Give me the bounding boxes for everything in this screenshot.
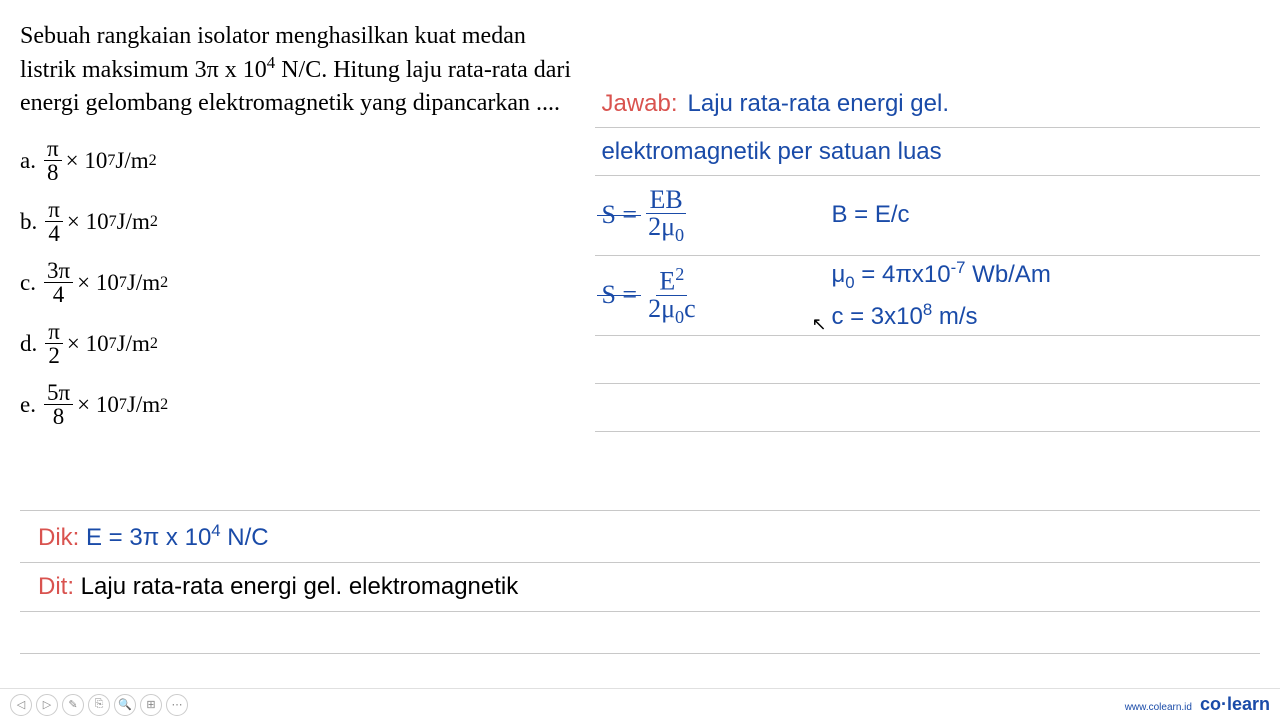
edit-icon[interactable]: ✎ xyxy=(62,694,84,716)
footer-url: www.colearn.id xyxy=(1125,702,1192,713)
answer-area: Jawab: Laju rata-rata energi gel. elektr… xyxy=(595,80,1260,432)
given-section: Dik: E = 3π x 104 N/C Dit: Laju rata-rat… xyxy=(20,510,1260,654)
dik-line: Dik: E = 3π x 104 N/C xyxy=(20,510,1260,563)
cursor-icon: ↖ xyxy=(811,314,826,335)
blank-bottom xyxy=(20,612,1260,654)
footer-controls: ◁ ▷ ✎ ⎘ 🔍 ⊞ ⋯ xyxy=(10,694,188,716)
answer-line-1: Jawab: Laju rata-rata energi gel. xyxy=(595,80,1260,128)
copy-icon[interactable]: ⎘ xyxy=(88,694,110,716)
formula-line-1: S = EB 2μ0 B = E/c xyxy=(595,176,1260,256)
footer: ◁ ▷ ✎ ⎘ 🔍 ⊞ ⋯ www.colearn.id co·learn xyxy=(0,688,1280,720)
blank-line-1 xyxy=(595,336,1260,384)
answer-label: Jawab: xyxy=(601,90,677,118)
options-list: a. π8 × 107 J/m2 b. π4 × 107 J/m2 c. 3π4… xyxy=(20,137,575,428)
more-icon[interactable]: ⋯ xyxy=(166,694,188,716)
option-b: b. π4 × 107 J/m2 xyxy=(20,198,575,245)
answer-line-2: elektromagnetik per satuan luas xyxy=(595,128,1260,176)
option-e: e. 5π8 × 107 J/m2 xyxy=(20,381,575,428)
grid-icon[interactable]: ⊞ xyxy=(140,694,162,716)
dit-line: Dit: Laju rata-rata energi gel. elektrom… xyxy=(20,563,1260,612)
option-a: a. π8 × 107 J/m2 xyxy=(20,137,575,184)
option-c: c. 3π4 × 107 J/m2 xyxy=(20,259,575,306)
prev-icon[interactable]: ◁ xyxy=(10,694,32,716)
option-d: d. π2 × 107 J/m2 xyxy=(20,320,575,367)
formula-line-2: S = E2 2μ0c μ0 = 4πx10-7 Wb/Am c = 3x108… xyxy=(595,256,1260,336)
blank-line-2 xyxy=(595,384,1260,432)
zoom-icon[interactable]: 🔍 xyxy=(114,694,136,716)
next-icon[interactable]: ▷ xyxy=(36,694,58,716)
footer-logo: co·learn xyxy=(1200,694,1270,715)
question-text: Sebuah rangkaian isolator menghasilkan k… xyxy=(20,20,575,119)
